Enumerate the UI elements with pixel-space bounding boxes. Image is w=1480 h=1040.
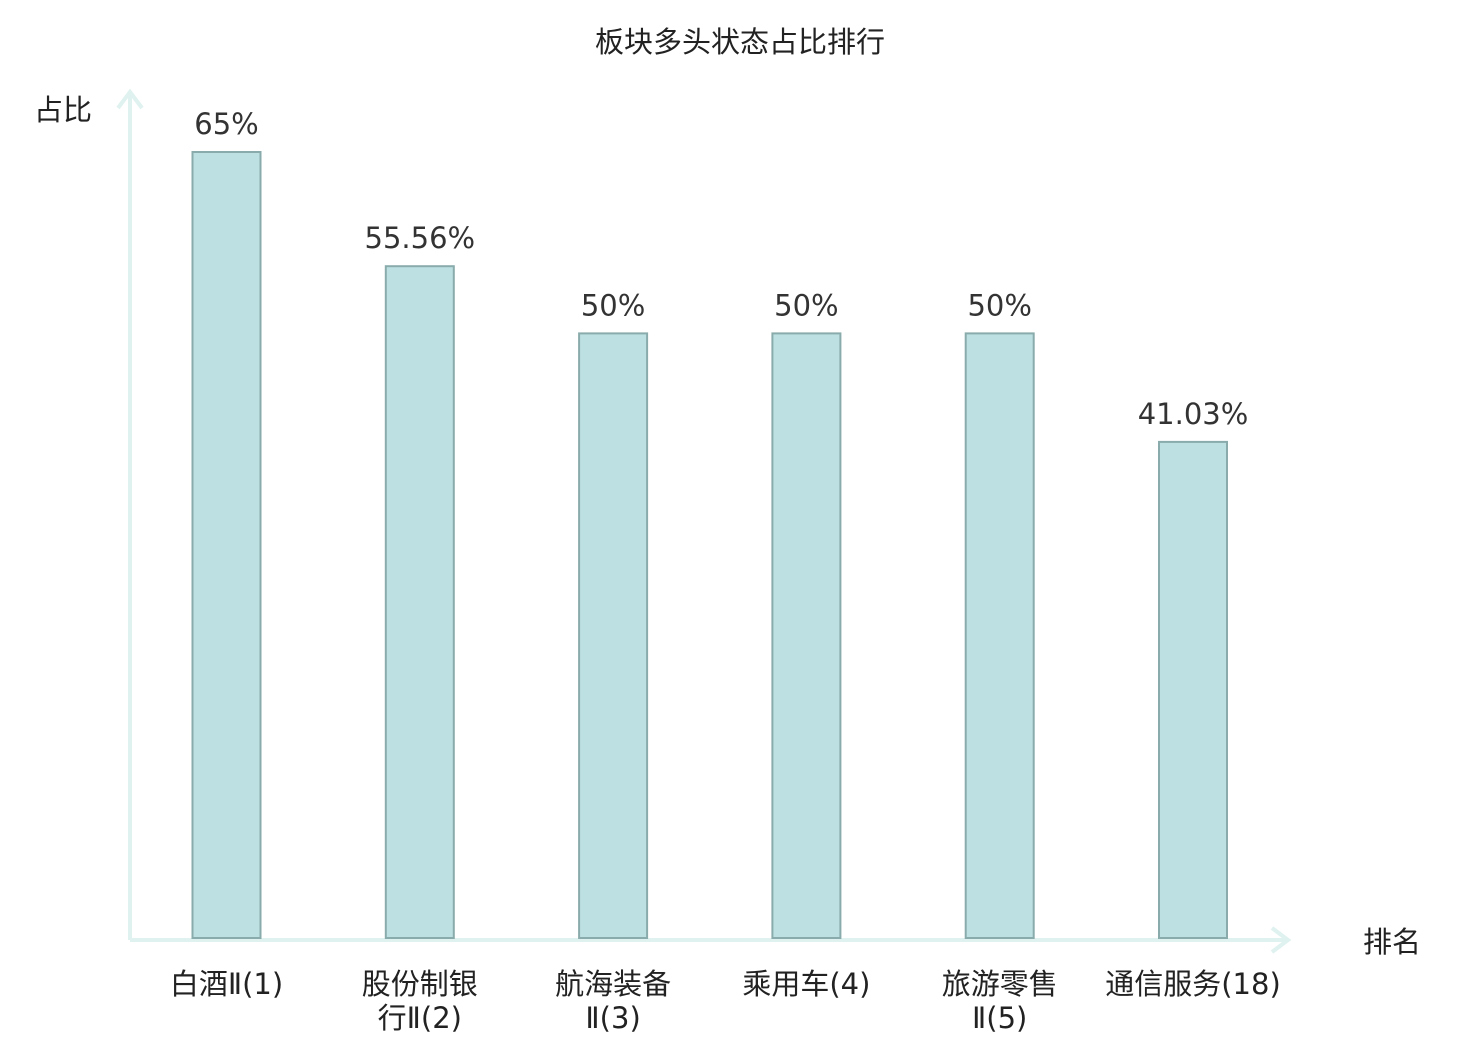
x-axis-arrow (1270, 926, 1292, 954)
chart-title: 板块多头状态占比排行 (595, 25, 885, 59)
x-axis-label: 排名 (1363, 925, 1421, 959)
category-label-6: 通信服务(18) (1105, 967, 1281, 1001)
category-label-3: 航海装备 Ⅱ(3) (555, 967, 671, 1035)
bar-1 (191, 151, 262, 939)
value-labels-group: 65% 55.56% 50% 50% 50% 41.03% (194, 107, 1248, 431)
value-label-3: 50% (581, 288, 645, 322)
bar-3 (578, 332, 649, 939)
category-label-1: 白酒Ⅱ(1) (170, 967, 283, 1001)
bar-5 (964, 332, 1035, 939)
value-label-5: 50% (967, 288, 1031, 322)
bar-6 (1158, 440, 1228, 939)
bar-4 (771, 332, 842, 939)
category-label-4: 乘用车(4) (742, 967, 870, 1001)
value-label-2: 55.56% (365, 221, 476, 255)
y-axis (116, 88, 144, 940)
value-label-6: 41.03% (1138, 397, 1249, 431)
category-label-5: 旅游零售 Ⅱ(5) (942, 967, 1058, 1035)
y-axis-arrow (116, 88, 144, 110)
category-label-2: 股份制银行Ⅱ(2) (362, 967, 478, 1035)
value-label-1: 65% (194, 107, 258, 141)
bar-2 (384, 265, 455, 939)
value-label-4: 50% (774, 288, 838, 322)
category-labels-group: 白酒Ⅱ(1) 股份制银行Ⅱ(2) 航海装备 Ⅱ(3) 乘用车(4) 旅游零售 Ⅱ(5) 通信服… (170, 967, 1281, 1035)
y-axis-label: 占比 (34, 93, 92, 127)
x-axis (130, 926, 1292, 954)
bars-group (191, 151, 1228, 939)
